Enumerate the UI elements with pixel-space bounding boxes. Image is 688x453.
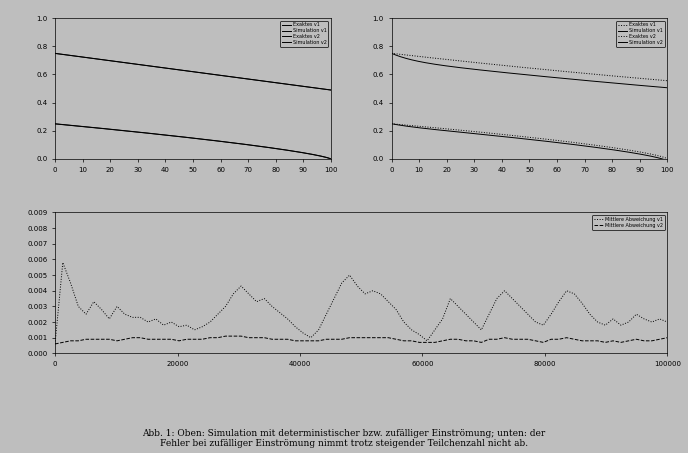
Mittlere Abweichung v1 [51,341,59,347]
Mittlere Abweichung v2 [601,340,610,345]
Mittlere Abweichung v2 [51,341,59,347]
Mittlere Abweichung v1 [330,296,338,301]
Text: Abb. 1: Oben: Simulation mit deterministischer bzw. zufälliger Einströmung; unte: Abb. 1: Oben: Simulation mit determinist… [142,429,546,448]
Mittlere Abweichung v1 [477,327,486,333]
Mittlere Abweichung v2 [222,333,230,339]
Legend: Mittlere Abweichung v1, Mittlere Abweichung v2: Mittlere Abweichung v1, Mittlere Abweich… [592,215,665,230]
Legend: Exaktes v1, Simulation v1, Exaktes v2, Simulation v2: Exaktes v1, Simulation v1, Exaktes v2, S… [280,20,328,47]
Legend: Exaktes v1, Simulation v1, Exaktes v2, Simulation v2: Exaktes v1, Simulation v1, Exaktes v2, S… [616,20,665,47]
Mittlere Abweichung v2 [454,337,462,342]
Mittlere Abweichung v2 [330,337,338,342]
Line: Mittlere Abweichung v2: Mittlere Abweichung v2 [55,336,667,344]
Mittlere Abweichung v1 [601,323,610,328]
Mittlere Abweichung v1 [431,327,439,333]
Mittlere Abweichung v1 [58,260,67,265]
Mittlere Abweichung v2 [477,340,486,345]
Mittlere Abweichung v1 [423,338,431,343]
Mittlere Abweichung v1 [454,304,462,309]
Mittlere Abweichung v1 [663,319,671,325]
Mittlere Abweichung v2 [663,335,671,340]
Mittlere Abweichung v2 [431,340,439,345]
Mittlere Abweichung v2 [423,340,431,345]
Line: Mittlere Abweichung v1: Mittlere Abweichung v1 [55,263,667,344]
